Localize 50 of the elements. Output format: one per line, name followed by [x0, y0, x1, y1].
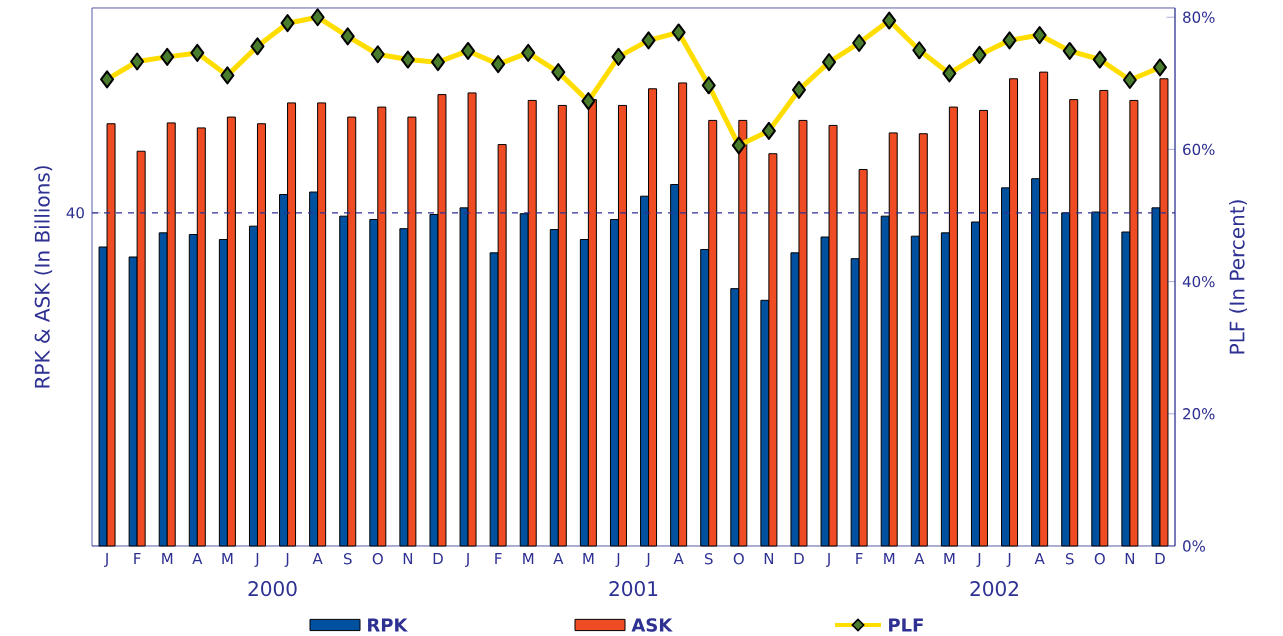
y-tick-label: 40 — [66, 207, 84, 219]
x-tick-label: N — [764, 553, 774, 564]
x-tick-label: J — [615, 553, 620, 567]
x-tick-label: O — [372, 553, 383, 565]
x-tick-label: M — [523, 553, 534, 564]
x-tick-label: D — [433, 553, 443, 564]
x-tick-label: J — [645, 553, 650, 567]
x-tick-label: A — [1034, 553, 1045, 564]
x-tick-label: J — [284, 553, 289, 567]
y2-tick-label: 60% — [1183, 143, 1215, 156]
x-tick-label: M — [162, 553, 173, 564]
x-tick-label: J — [826, 553, 830, 567]
x-tick-label: A — [673, 553, 684, 564]
y2-tick-label: 40% — [1182, 275, 1215, 288]
y2-axis-title: PLF (In Percent) — [1229, 200, 1247, 354]
x-tick-label: S — [343, 553, 352, 565]
x-tick-label: S — [1065, 553, 1074, 565]
x-tick-label: J — [465, 553, 469, 567]
y-axis-title: RPK & ASK (In Billions) — [34, 166, 53, 388]
x-tick-label: F — [495, 553, 502, 564]
x-tick-label: N — [1125, 553, 1135, 564]
x-tick-label: A — [312, 553, 323, 564]
x-tick-label: M — [222, 553, 233, 564]
x-tick-label: M — [884, 553, 895, 564]
x-tick-label: J — [1006, 553, 1011, 567]
x-tick-label: M — [944, 553, 955, 564]
x-tick-label: D — [1155, 553, 1165, 564]
x-tick-label: A — [553, 553, 564, 564]
text: 2000 — [248, 581, 297, 597]
x-tick-label: O — [1094, 553, 1105, 565]
y2-tick-label: 80% — [1183, 11, 1215, 23]
x-tick-label: J — [976, 553, 981, 567]
x-tick-label: N — [403, 553, 413, 564]
x-tick-label: D — [794, 553, 804, 564]
x-tick-label: F — [134, 553, 141, 564]
x-tick-label: F — [856, 553, 863, 564]
text: 2002 — [970, 581, 1018, 597]
x-tick-label: A — [192, 553, 203, 564]
x-tick-label: S — [704, 553, 713, 565]
x-tick-label: A — [914, 553, 925, 564]
legend-label: ASK — [631, 618, 673, 632]
legend-label: RPK — [368, 618, 408, 632]
x-tick-label: J — [254, 553, 259, 567]
y2-tick-label: 20% — [1183, 408, 1215, 420]
x-tick-label: M — [583, 553, 594, 564]
legend-label: PLF — [889, 618, 923, 632]
y2-tick-label: 0% — [1183, 540, 1206, 552]
x-tick-label: J — [104, 553, 108, 567]
x-tick-label: O — [733, 553, 744, 565]
text: 2001 — [609, 581, 658, 597]
